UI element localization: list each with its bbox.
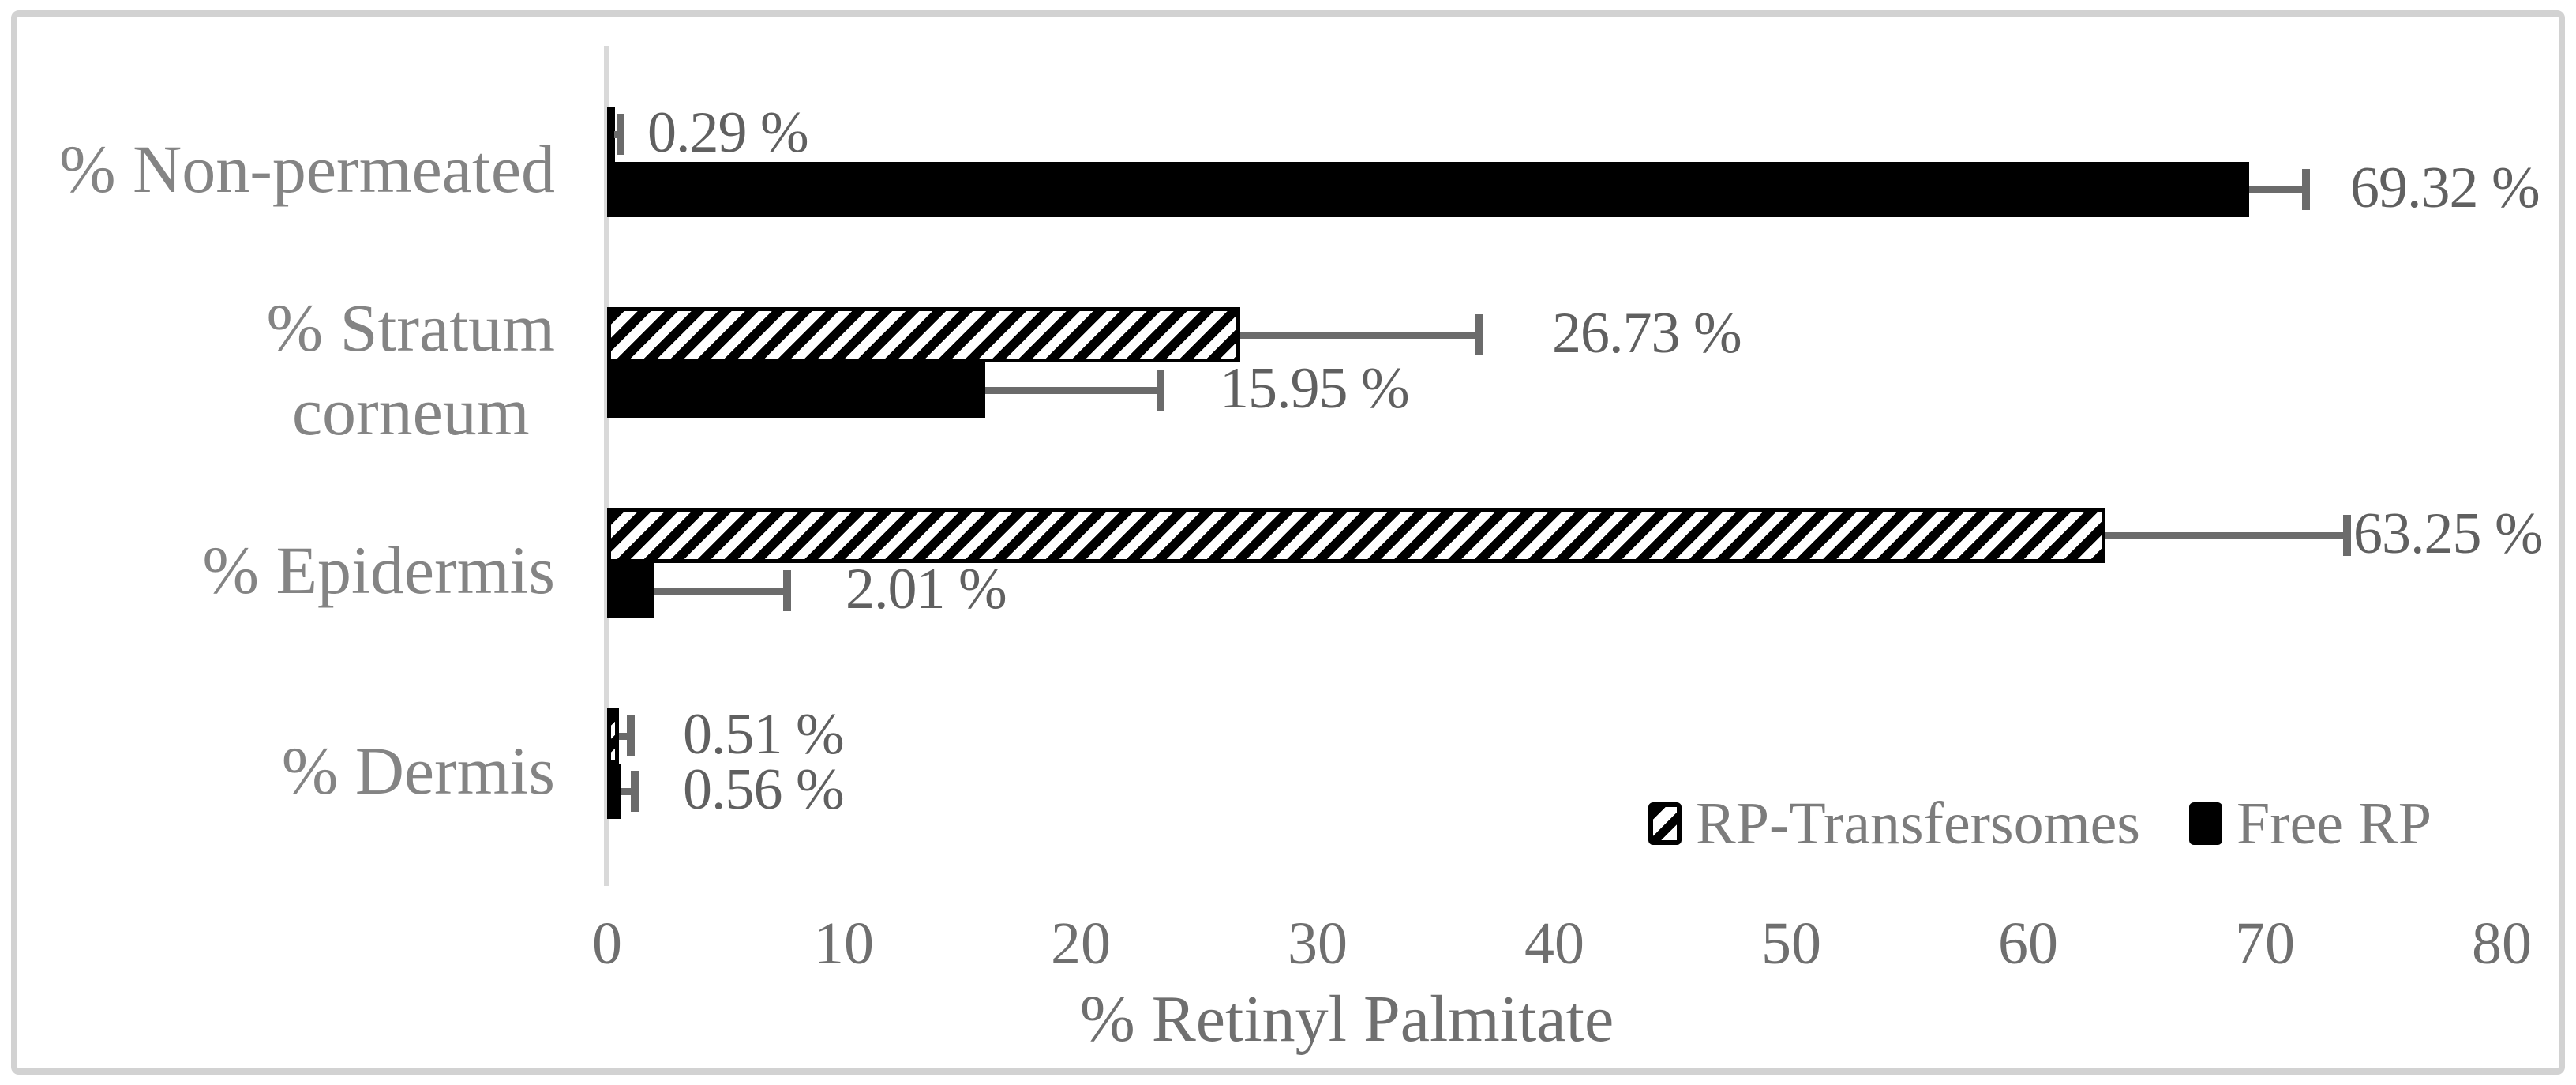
x-tick-70: 70 <box>2235 910 2295 977</box>
free-rp-swatch-icon <box>2189 802 2222 845</box>
data-label-rp-transfersomes-epidermis: 63.25 % <box>2353 501 2544 566</box>
bar-free-rp-stratum-corneum <box>607 362 985 418</box>
data-label-free-rp-non-permeated: 69.32 % <box>2350 155 2540 220</box>
data-label-free-rp-epidermis: 2.01 % <box>846 556 1007 621</box>
x-tick-10: 10 <box>814 910 874 977</box>
bar-rp-transfersomes-non-permeated <box>607 107 615 162</box>
error-bar-cap-rp-transfersomes-non-permeated <box>617 114 624 155</box>
category-label-non-permeated: % Non-permeated <box>59 131 555 207</box>
error-bar-cap-rp-transfersomes-dermis <box>627 715 635 756</box>
data-label-rp-transfersomes-dermis: 0.51 % <box>683 701 845 767</box>
error-bar-line-free-rp-dermis <box>621 788 635 795</box>
legend-label-rp-transfersomes: RP-Transfersomes <box>1696 790 2140 857</box>
x-tick-60: 60 <box>1998 910 2058 977</box>
error-bar-line-rp-transfersomes-dermis <box>619 733 631 740</box>
category-label-dermis: % Dermis <box>281 733 555 809</box>
error-bar-line-rp-transfersomes-stratum-corneum <box>1240 332 1479 339</box>
rp-transfersomes-swatch-icon <box>1648 802 1682 845</box>
x-tick-20: 20 <box>1051 910 1111 977</box>
bar-rp-transfersomes-epidermis <box>607 508 2105 563</box>
error-bar-line-free-rp-non-permeated <box>2249 186 2306 193</box>
data-label-free-rp-dermis: 0.56 % <box>683 756 845 822</box>
error-bar-cap-free-rp-stratum-corneum <box>1157 370 1164 411</box>
bar-rp-transfersomes-stratum-corneum <box>607 307 1240 362</box>
legend-label-free-rp: Free RP <box>2237 790 2432 857</box>
error-bar-cap-rp-transfersomes-epidermis <box>2343 515 2351 556</box>
category-label-stratum-corneum: % Stratum corneum <box>266 290 555 449</box>
x-tick-50: 50 <box>1761 910 1821 977</box>
data-label-free-rp-stratum-corneum: 15.95 % <box>1220 355 1410 421</box>
x-tick-0: 0 <box>592 910 622 977</box>
data-label-rp-transfersomes-non-permeated: 0.29 % <box>647 99 809 165</box>
error-bar-cap-rp-transfersomes-stratum-corneum <box>1475 314 1483 355</box>
bar-free-rp-dermis <box>607 764 621 819</box>
error-bar-cap-free-rp-dermis <box>631 771 639 812</box>
legend: RP-Transfersomes Free RP <box>1648 790 2432 857</box>
x-tick-30: 30 <box>1288 910 1348 977</box>
error-bar-line-free-rp-epidermis <box>654 588 787 595</box>
category-label-epidermis: % Epidermis <box>202 532 555 608</box>
x-tick-40: 40 <box>1524 910 1584 977</box>
error-bar-cap-free-rp-epidermis <box>783 570 791 611</box>
error-bar-line-rp-transfersomes-epidermis <box>2105 532 2347 539</box>
bar-rp-transfersomes-dermis <box>607 708 619 764</box>
x-tick-80: 80 <box>2472 910 2532 977</box>
error-bar-cap-free-rp-non-permeated <box>2302 169 2310 210</box>
data-label-rp-transfersomes-stratum-corneum: 26.73 % <box>1552 300 1742 366</box>
bar-free-rp-non-permeated <box>607 162 2249 217</box>
category-axis-line <box>604 46 609 886</box>
bar-free-rp-epidermis <box>607 563 654 618</box>
error-bar-line-free-rp-stratum-corneum <box>985 387 1161 394</box>
x-axis-title: % Retinyl Palmitate <box>1079 982 1614 1056</box>
